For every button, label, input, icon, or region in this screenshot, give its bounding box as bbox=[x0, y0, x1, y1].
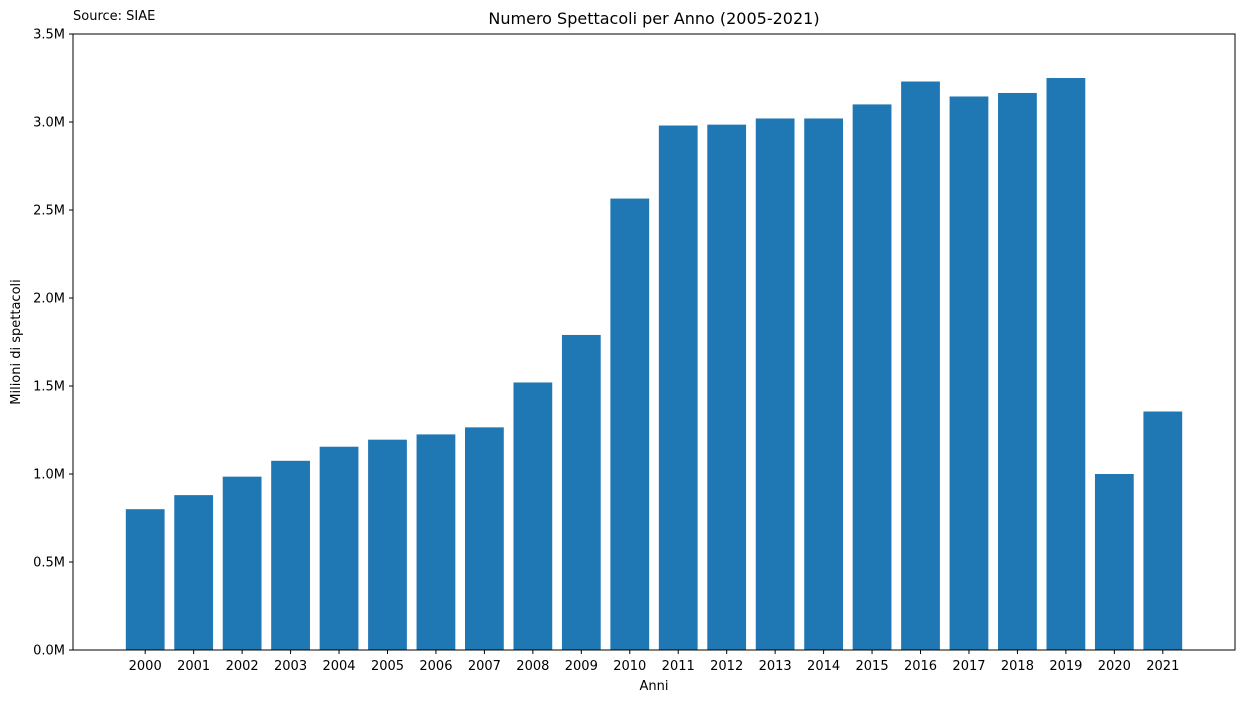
bar-2003 bbox=[271, 460, 310, 650]
x-tick-label: 2001 bbox=[177, 659, 210, 674]
x-tick-label: 2005 bbox=[371, 659, 404, 674]
chart-title: Numero Spettacoli per Anno (2005-2021) bbox=[488, 9, 819, 28]
x-tick-label: 2008 bbox=[516, 659, 549, 674]
y-tick-label: 0.0M bbox=[33, 644, 65, 659]
x-tick-label: 2003 bbox=[274, 659, 307, 674]
bar-2011 bbox=[658, 125, 698, 650]
bar-2008 bbox=[513, 382, 553, 650]
x-tick-label: 2016 bbox=[904, 659, 937, 674]
y-tick-label: 2.5M bbox=[33, 204, 65, 219]
bar-2005 bbox=[368, 439, 407, 650]
bar-2014 bbox=[804, 118, 843, 651]
bar-2010 bbox=[610, 198, 650, 650]
bar-2001 bbox=[174, 495, 214, 650]
plot-frame bbox=[72, 33, 1236, 651]
x-tick-label: 2011 bbox=[662, 659, 695, 674]
bar-2004 bbox=[319, 446, 359, 650]
x-tick-label: 2004 bbox=[322, 659, 355, 674]
y-tick-label: 0.5M bbox=[33, 556, 65, 571]
x-tick-label: 2000 bbox=[129, 659, 162, 674]
bar-2016 bbox=[901, 81, 940, 650]
bars-group bbox=[125, 78, 1183, 651]
x-tick-label: 2013 bbox=[759, 659, 792, 674]
y-tick-label: 3.5M bbox=[33, 28, 65, 43]
y-axis: 0.0M 0.5M 1.0M 1.5M 2.0M 2.5M 3.0M 3.5M bbox=[33, 28, 73, 659]
bar-2006 bbox=[416, 434, 456, 650]
x-tick-label: 2018 bbox=[1001, 659, 1034, 674]
bar-2000 bbox=[125, 509, 165, 650]
x-tick-label: 2012 bbox=[710, 659, 743, 674]
bar-2019 bbox=[1046, 78, 1086, 650]
y-tick-label: 2.0M bbox=[33, 292, 65, 307]
x-tick-label: 2015 bbox=[856, 659, 889, 674]
x-tick-label: 2009 bbox=[565, 659, 598, 674]
bar-2015 bbox=[852, 104, 892, 650]
x-tick-label: 2006 bbox=[419, 659, 452, 674]
bar-2007 bbox=[465, 427, 504, 650]
bar-2012 bbox=[707, 124, 747, 650]
bar-2021 bbox=[1143, 411, 1183, 650]
y-tick-label: 3.0M bbox=[33, 116, 65, 131]
y-tick-label: 1.0M bbox=[33, 468, 65, 483]
source-note: Source: SIAE bbox=[73, 9, 155, 24]
x-tick-label: 2002 bbox=[226, 659, 259, 674]
x-tick-label: 2021 bbox=[1146, 659, 1179, 674]
bar-2018 bbox=[998, 92, 1037, 650]
x-tick-label: 2020 bbox=[1098, 659, 1131, 674]
x-tick-label: 2019 bbox=[1049, 659, 1082, 674]
bar-2020 bbox=[1094, 474, 1134, 650]
y-tick-label: 1.5M bbox=[33, 380, 65, 395]
bar-2013 bbox=[755, 118, 795, 651]
bar-2009 bbox=[561, 334, 601, 650]
x-axis: 2000 2001 2002 2003 2004 2005 2006 2007 2008 2009… bbox=[129, 650, 1179, 674]
x-tick-label: 2017 bbox=[952, 659, 985, 674]
x-axis-label: Anni bbox=[640, 679, 669, 694]
x-tick-label: 2007 bbox=[468, 659, 501, 674]
y-axis-label: Milioni di spettacoli bbox=[9, 279, 24, 405]
x-tick-label: 2014 bbox=[807, 659, 840, 674]
x-tick-label: 2010 bbox=[613, 659, 646, 674]
bar-2017 bbox=[949, 96, 989, 651]
bar-2002 bbox=[222, 476, 262, 650]
